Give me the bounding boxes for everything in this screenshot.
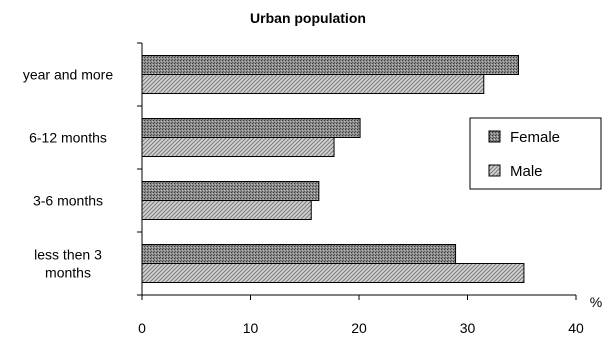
bar-male-3	[141, 263, 525, 283]
bar-male-0	[141, 74, 485, 94]
bar-female-3	[141, 244, 457, 264]
bars-layer	[141, 55, 525, 283]
y-tick-label-1: 6-12 months	[29, 130, 107, 146]
y-tick-label-3: less then 3 months	[34, 247, 102, 281]
legend-label-male: Male	[510, 163, 543, 180]
x-axis-unit: %	[590, 294, 602, 310]
bar-female-0	[141, 55, 519, 75]
legend: Female Male	[469, 117, 602, 190]
y-tick-label-0: year and more	[23, 67, 113, 83]
legend-label-female: Female	[510, 129, 560, 146]
axes-layer	[137, 42, 577, 300]
labels-layer: year and more 6-12 months 3-6 months less t…	[23, 67, 584, 337]
bar-male-2	[141, 200, 312, 220]
bar-female-1	[141, 118, 361, 138]
x-tick-label-4: 40	[568, 320, 584, 336]
chart-title: Urban population	[250, 10, 366, 26]
bar-male-1	[141, 137, 335, 157]
legend-swatch-female	[488, 130, 501, 143]
x-tick-label-1: 10	[243, 320, 259, 336]
y-tick-label-2: 3-6 months	[33, 193, 103, 209]
x-tick-label-0: 0	[138, 320, 146, 336]
legend-swatch-male	[488, 164, 501, 177]
legend-box	[469, 117, 602, 190]
x-tick-label-3: 30	[460, 320, 476, 336]
x-tick-label-2: 20	[351, 320, 367, 336]
bar-female-2	[141, 181, 320, 201]
